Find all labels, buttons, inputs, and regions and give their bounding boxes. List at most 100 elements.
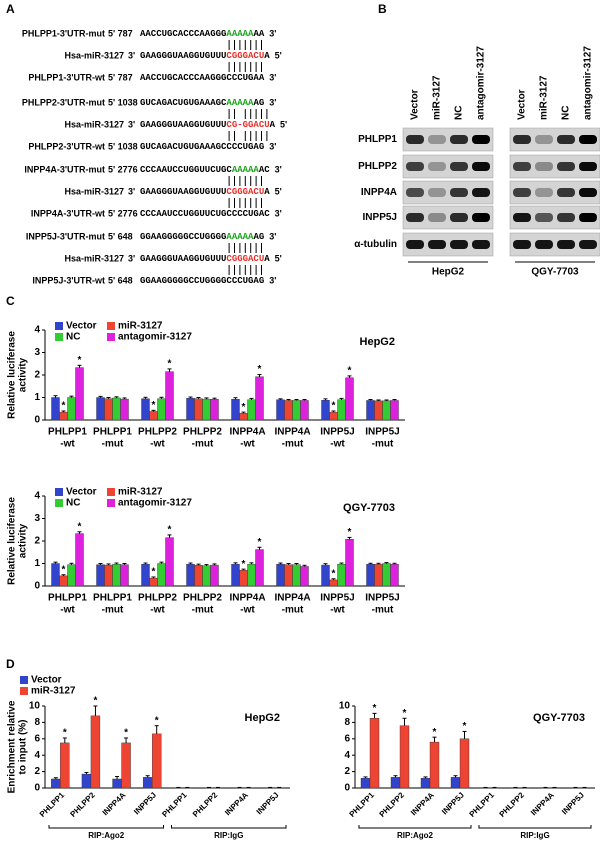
group-label: RIP:Ago2 <box>397 831 434 840</box>
bar <box>141 563 150 587</box>
x-tick-label: PHLPP1 <box>348 790 377 819</box>
y-tick-label: 8 <box>34 717 40 728</box>
lane-label: NC <box>561 106 572 120</box>
x-tick-label: PHLPP2 <box>191 790 220 819</box>
blot-band <box>428 213 446 222</box>
bar <box>345 539 354 587</box>
x-tick-label: -wt <box>150 605 165 616</box>
blot-band <box>513 240 531 249</box>
y-tick-label: 2 <box>34 536 40 547</box>
blot-band <box>535 213 553 222</box>
lane-label: antagomir-3127 <box>583 46 594 120</box>
bar <box>390 563 399 587</box>
legend-swatch <box>107 488 115 496</box>
bar <box>96 564 105 587</box>
sequence-end: 5' <box>280 119 287 129</box>
sequence-segment: A <box>264 187 270 197</box>
legend-label: Vector <box>31 675 62 686</box>
significance: * <box>62 564 66 575</box>
x-tick-label: PHLPP2 <box>68 790 97 819</box>
sequence-segment: AA <box>253 29 264 39</box>
blot-band <box>513 213 531 222</box>
significance: * <box>62 401 66 412</box>
bar <box>151 733 162 789</box>
blot-band <box>450 240 468 249</box>
sequence: GAAGGGUAAGGUGUUUCGGGACUA <box>140 254 270 264</box>
blot-strip <box>509 154 600 179</box>
legend-label: Vector <box>66 321 97 332</box>
blot-strip <box>509 180 600 205</box>
sequence-end: 5' <box>275 253 282 263</box>
x-tick-label: INPP4A <box>274 427 310 438</box>
legend-swatch <box>55 499 63 507</box>
bar <box>429 741 440 789</box>
bar <box>337 399 346 421</box>
y-axis-label: activity <box>18 523 29 558</box>
blot-band <box>513 135 531 144</box>
bar <box>321 564 330 587</box>
row-label: PHLPP2-3'UTR-wt <box>28 141 105 151</box>
lane-label: miR-3127 <box>539 75 550 120</box>
sequence-segment: AC <box>259 165 270 175</box>
row-label: PHLPP1-3'UTR-mut <box>22 28 105 38</box>
bar <box>292 564 301 587</box>
sequence-end: 3' <box>269 28 276 38</box>
y-tick-label: 0 <box>34 783 40 794</box>
sequence-segment: GUCAGACUGUGAAAGC <box>140 98 227 108</box>
position: 3' <box>128 119 135 129</box>
x-tick-label: PHLPP1 <box>48 427 87 438</box>
x-tick-label: INPP4A <box>229 593 265 604</box>
sequence-segment: AAAAA <box>226 232 254 242</box>
significance: * <box>155 715 159 726</box>
bar <box>450 777 461 789</box>
bar <box>186 563 195 587</box>
bar <box>247 563 256 587</box>
sequence: CCCAAUCCUGGUUCUGCAAAAAAC <box>140 165 270 175</box>
sequence-segment: GAAGGGUAAGGUGUUU <box>140 187 226 197</box>
bar <box>329 579 338 587</box>
blot-band <box>557 188 575 197</box>
bar <box>112 397 121 421</box>
blot-band <box>472 188 490 197</box>
bar <box>300 400 309 421</box>
x-tick-label: INPP5J <box>320 593 354 604</box>
significance: * <box>63 728 67 739</box>
bar <box>51 563 60 587</box>
blot-band <box>535 240 553 249</box>
y-axis-label: Relative luciferase <box>7 497 18 585</box>
legend-label: antagomir-3127 <box>118 332 192 343</box>
group-bracket <box>358 825 472 829</box>
bar <box>186 397 195 421</box>
bar <box>149 411 158 421</box>
bar <box>420 777 431 789</box>
bar <box>276 399 285 421</box>
sequence-end: 3' <box>269 97 276 107</box>
blot-band <box>557 240 575 249</box>
blot-band <box>513 188 531 197</box>
row-label: INPP5J-3'UTR-mut <box>26 231 105 241</box>
x-tick-label: -mut <box>192 439 214 450</box>
blot-band <box>428 135 446 144</box>
bar <box>231 399 240 421</box>
x-tick-label: -mut <box>372 439 394 450</box>
x-tick-label: PHLPP2 <box>138 427 177 438</box>
lane-label: Vector <box>410 89 421 120</box>
bar <box>59 411 68 421</box>
sequence-segment: AAAAA <box>226 98 254 108</box>
protein-label: INPP5J <box>363 212 397 223</box>
bar <box>329 411 338 421</box>
y-tick-label: 8 <box>344 717 350 728</box>
legend-swatch <box>55 488 63 496</box>
y-tick-label: 3 <box>34 347 40 358</box>
x-tick-label: -wt <box>330 439 345 450</box>
bar <box>149 577 158 587</box>
bar <box>194 398 203 421</box>
position: 5' 2776 <box>108 164 138 174</box>
bar <box>247 399 256 421</box>
bar <box>104 398 113 421</box>
y-tick-label: 0 <box>344 783 350 794</box>
bar <box>142 777 153 789</box>
sequence-end: 3' <box>269 141 276 151</box>
sequence-segment: CCCAAUCCUGGUUCUGC <box>140 165 232 175</box>
x-tick-label: INPP5J <box>132 791 158 817</box>
